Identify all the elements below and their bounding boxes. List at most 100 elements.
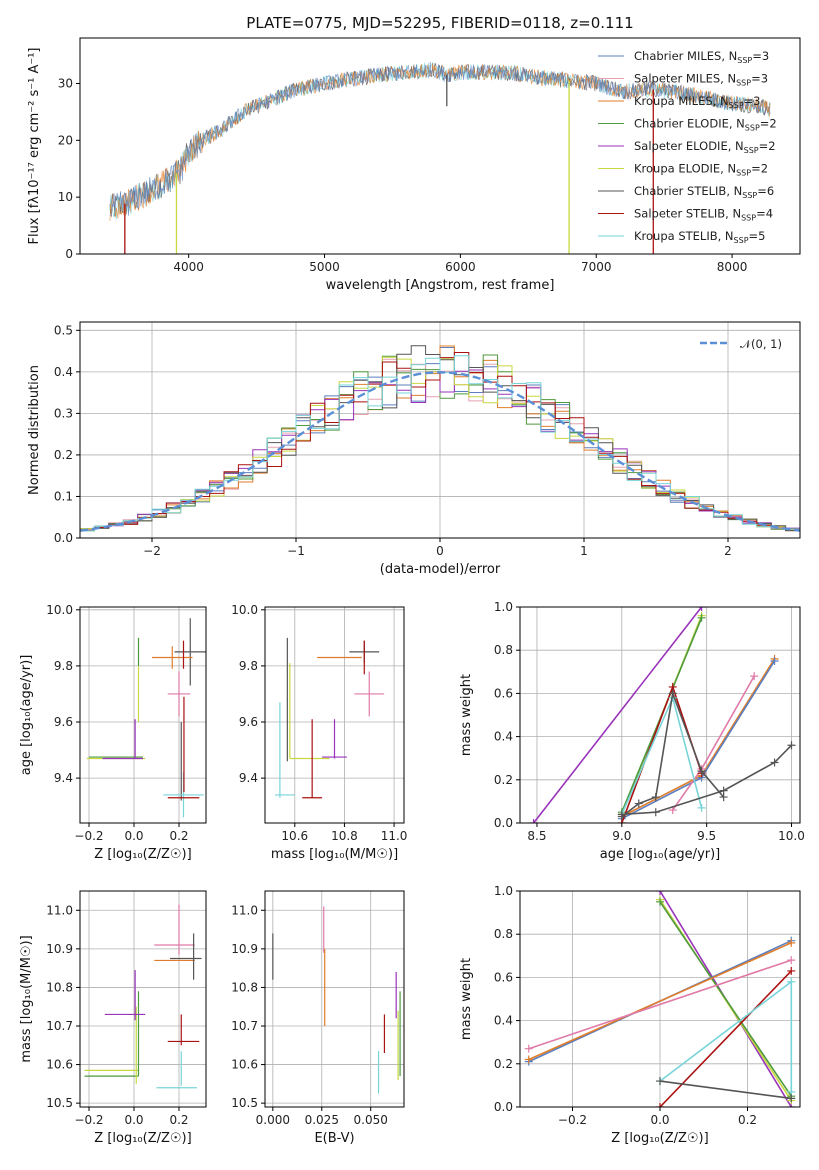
x-tick-label: 7000 [581, 260, 612, 274]
legend-label-sub: SSP [734, 236, 749, 245]
series-marker [787, 966, 796, 975]
spectrum-line [109, 62, 771, 217]
legend-label: Kroupa MILES, NSSP=3 [634, 94, 760, 110]
x-tick-label: 6000 [445, 260, 476, 274]
x-tick-label: 0.2 [169, 829, 188, 843]
legend-label-value: =2 [759, 139, 776, 153]
y-tick-label: 10.7 [46, 1019, 73, 1033]
y-tick-label: 30 [58, 76, 73, 90]
x-tick-label: 9.5 [697, 829, 716, 843]
y-tick-label: 0.1 [54, 489, 73, 503]
legend-label: Salpeter ELODIE, NSSP=2 [634, 139, 776, 155]
series-marker [750, 672, 759, 681]
legend-label: Salpeter MILES, NSSP=3 [634, 72, 768, 88]
y-axis-label: mass weight [459, 674, 474, 756]
series-line [532, 607, 703, 823]
series-line [621, 690, 725, 818]
legend-label-main: Kroupa MILES, N [634, 94, 729, 108]
series-marker [524, 1044, 533, 1053]
series-marker [651, 793, 660, 802]
plot-area-mass-vs-EBV [272, 906, 401, 1094]
y-axis-label: Flux [fλ10⁻¹⁷ erg cm⁻² s⁻¹ A⁻¹] [27, 48, 42, 245]
panel-weight-vs-Z: −0.2 0.0 0.2 0.0 0.2 0.4 0.6 0.8 1.0 Z [log₁₀(Z/Z… [459, 884, 801, 1146]
y-tick-label: 0.0 [54, 531, 73, 545]
legend: Chabrier MILES, NSSP=3 Salpeter MILES, NS… [598, 49, 777, 245]
series-marker [787, 741, 796, 750]
series-marker [524, 1055, 533, 1064]
y-tick-label: 1.0 [494, 600, 513, 614]
y-tick-label: 10.7 [231, 1019, 258, 1033]
panel-mass-vs-Z: −0.2 0.0 0.2 10.5 10.6 10.7 10.8 10.9 11.0 Z [log… [19, 890, 207, 1146]
series-marker [651, 808, 660, 817]
x-tick-label: −0.2 [74, 829, 103, 843]
y-tick-label: 0.0 [494, 816, 513, 830]
x-tick-label: 10.0 [778, 829, 805, 843]
legend-label-value: =2 [751, 162, 768, 176]
y-tick-label: 1.0 [494, 884, 513, 898]
x-axis-label: mass [log₁₀(M/M☉)] [271, 847, 398, 862]
legend-label-main: Salpeter ELODIE, N [634, 139, 744, 153]
legend-label: Chabrier ELODIE, NSSP=2 [634, 117, 777, 133]
series-marker [719, 786, 728, 795]
y-axis-label: mass [log₁₀(M/M☉)] [19, 935, 34, 1062]
plot-area-residuals [80, 345, 800, 532]
panel-residuals: 𝒩(0, 1) −2 −1 0 1 2 0.0 0.1 0.2 0.3 0.4 0.5 (data-mo… [27, 321, 801, 577]
series-marker [656, 1077, 664, 1086]
legend-label: Chabrier MILES, NSSP=3 [634, 49, 769, 65]
y-tick-label: 9.8 [239, 659, 258, 673]
x-tick-label: 0 [436, 544, 444, 558]
series-marker [787, 977, 796, 986]
x-axis-label: age [log₁₀(age/yr)] [600, 847, 721, 862]
x-axis-label: Z [log₁₀(Z/Z☉)] [611, 1131, 708, 1146]
x-tick-label: −0.2 [74, 1113, 103, 1127]
y-axis-label: Normed distribution [27, 365, 42, 495]
y-tick-label: 9.8 [54, 659, 73, 673]
legend-label: Salpeter STELIB, NSSP=4 [634, 207, 773, 223]
x-tick-label: 1 [580, 544, 588, 558]
y-tick-label: 10.8 [231, 980, 258, 994]
series-marker [529, 819, 538, 823]
series-marker [770, 758, 779, 767]
y-tick-label: 10.0 [46, 603, 73, 617]
y-tick-label: 11.0 [231, 903, 258, 917]
plots: Chabrier MILES, NSSP=3 Salpeter MILES, NS… [19, 37, 805, 1146]
panel-mass-vs-EBV: 0.000 0.025 0.050 10.5 10.6 10.7 10.8 10.9 11.0 E… [231, 890, 405, 1146]
x-tick-label: −2 [143, 544, 161, 558]
y-tick-label: 0.4 [494, 1014, 513, 1028]
figure-title: PLATE=0775, MJD=52295, FIBERID=0118, z=0… [246, 14, 633, 32]
legend-label-value: =4 [756, 207, 773, 221]
y-tick-label: 0.2 [494, 1057, 513, 1071]
y-tick-label: 10.9 [46, 942, 73, 956]
x-tick-label: −1 [287, 544, 305, 558]
legend-label-main: Chabrier ELODIE, N [634, 117, 745, 131]
y-tick-label: 11.0 [46, 903, 73, 917]
legend-label-value: =2 [760, 117, 777, 131]
axes-frame [79, 890, 207, 1108]
legend-label-value: =3 [751, 72, 768, 86]
x-tick-label: 0.2 [738, 1113, 757, 1127]
x-tick-label: 0.050 [354, 1113, 388, 1127]
axes-frame [264, 606, 405, 824]
y-tick-label: 0.2 [494, 773, 513, 787]
y-tick-label: 10.6 [46, 1058, 73, 1072]
legend-label: Kroupa ELODIE, NSSP=2 [634, 162, 768, 178]
x-axis-label: E(B-V) [314, 1131, 354, 1146]
legend-label-sub: SSP [737, 56, 752, 65]
plot-area-weight-vs-age [529, 607, 796, 823]
x-tick-label: 8.5 [527, 829, 546, 843]
y-tick-label: 9.6 [54, 715, 73, 729]
y-tick-label: 10.5 [231, 1096, 258, 1110]
x-axis-label: (data-model)/error [380, 562, 501, 577]
y-tick-label: 10.6 [231, 1058, 258, 1072]
x-tick-label: 10.8 [331, 829, 358, 843]
legend-label-main: Chabrier STELIB, N [634, 184, 742, 198]
legend-label-sub: SSP [736, 79, 751, 88]
panel-weight-vs-age: 8.5 9.0 9.5 10.0 0.0 0.2 0.4 0.6 0.8 1.0 age [log₁… [459, 600, 805, 862]
axes-frame [79, 37, 801, 255]
x-tick-label: 0.2 [169, 1113, 188, 1127]
series-marker [656, 897, 664, 906]
x-tick-label: 0.000 [256, 1113, 290, 1127]
series-marker [656, 1103, 664, 1107]
